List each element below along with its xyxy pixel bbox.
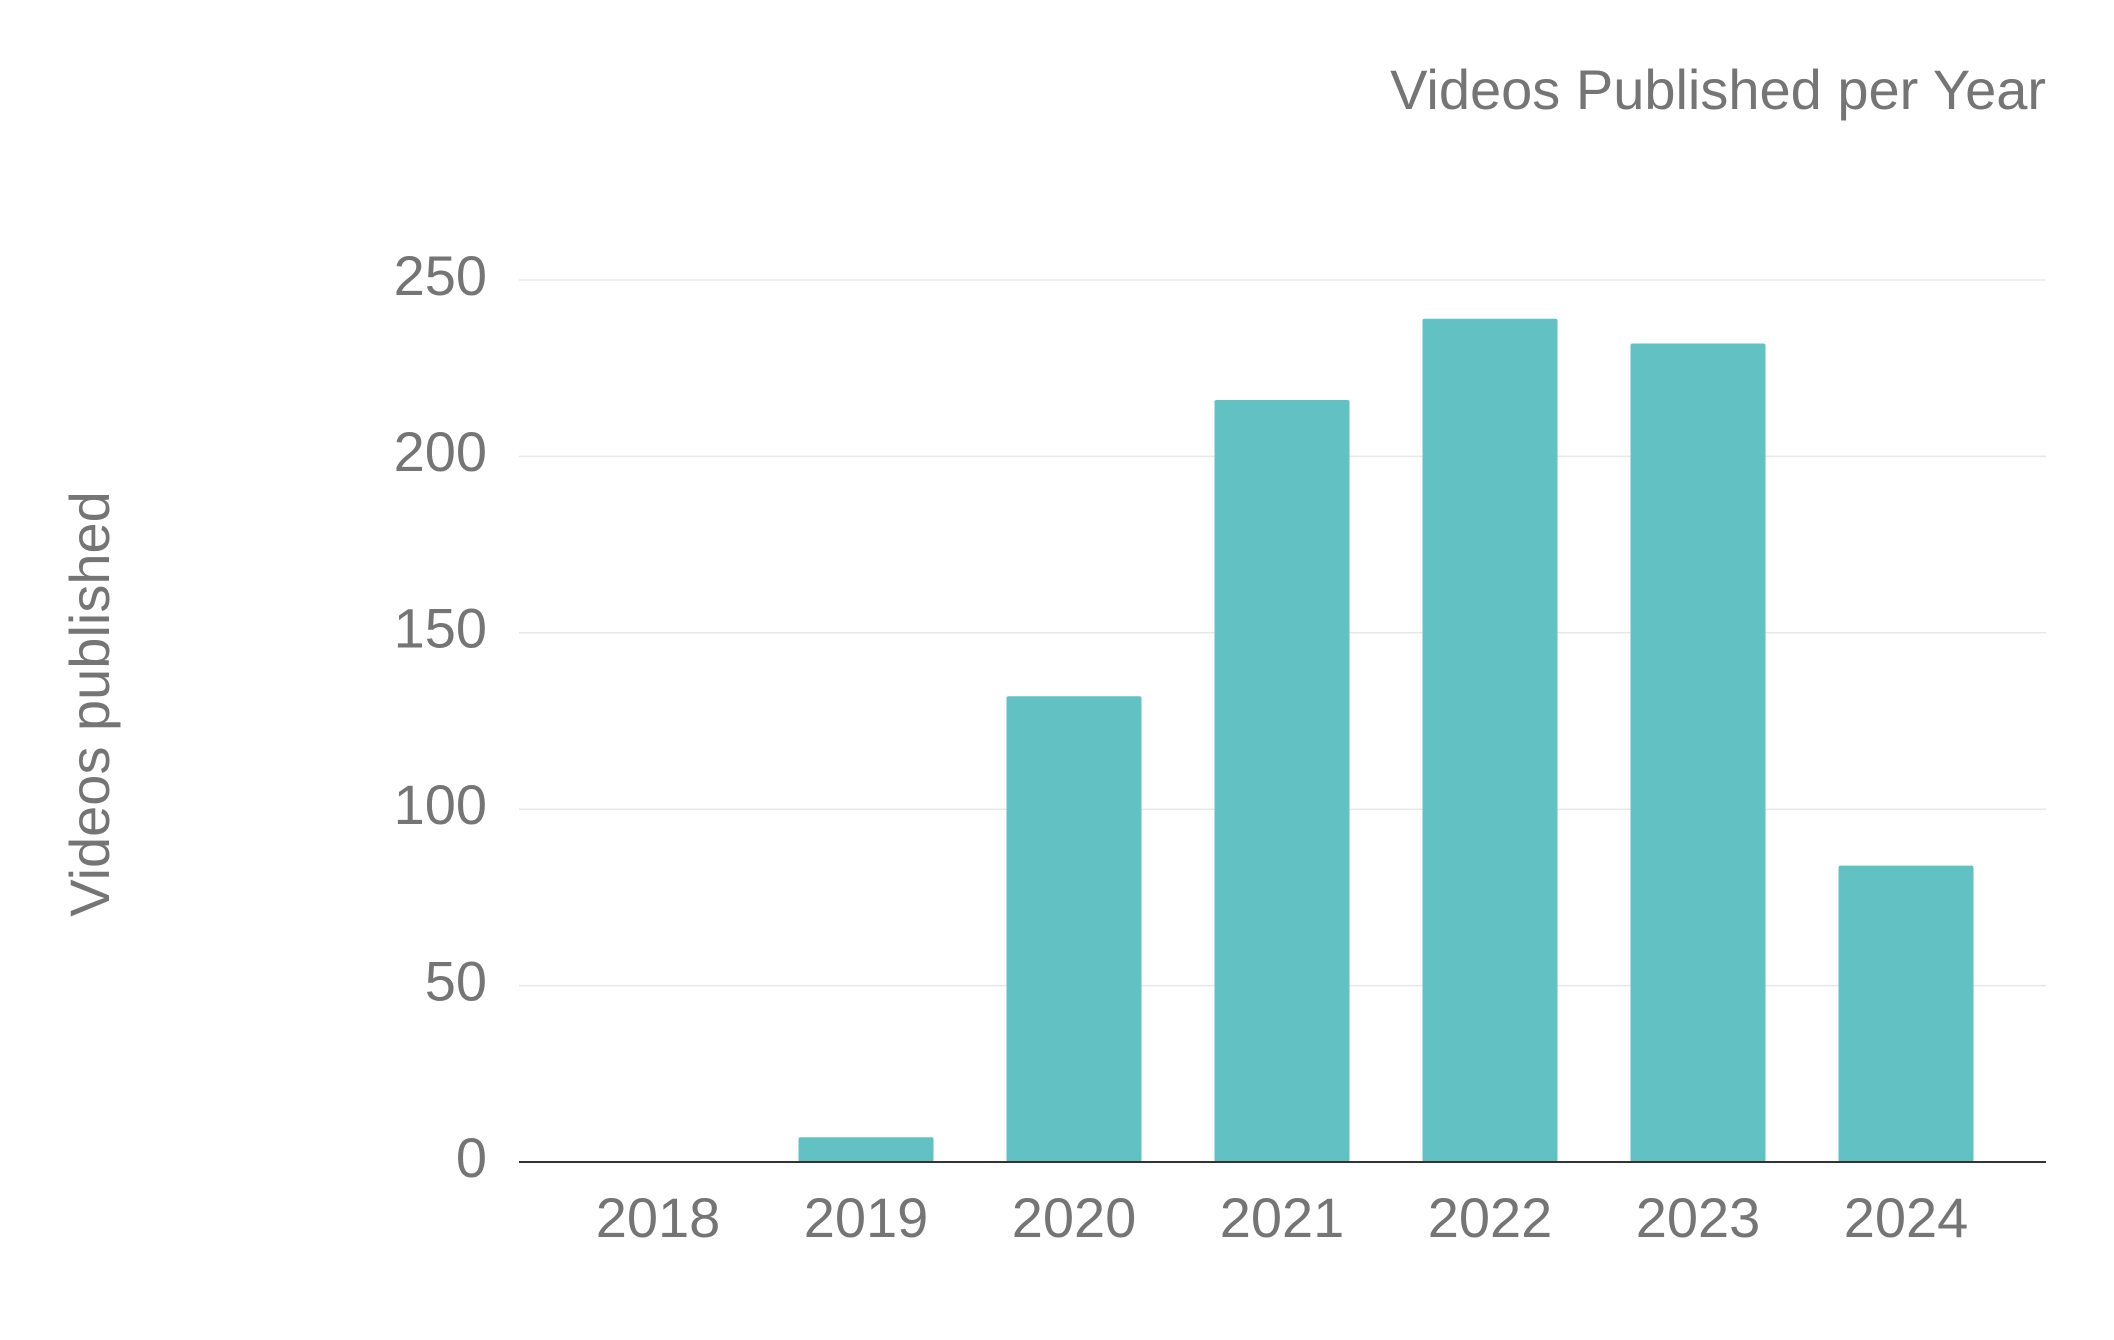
- y-tick-label: 200: [394, 420, 487, 483]
- x-tick-label: 2023: [1636, 1186, 1761, 1249]
- x-tick-label: 2020: [1012, 1186, 1137, 1249]
- x-tick-label: 2021: [1220, 1186, 1345, 1249]
- bar: [798, 1137, 934, 1162]
- y-tick-label: 100: [394, 773, 487, 836]
- bar: [1214, 399, 1350, 1162]
- x-tick-label: 2018: [596, 1186, 721, 1249]
- bar: [1630, 343, 1766, 1162]
- y-tick-label: 250: [394, 244, 487, 307]
- bar: [1422, 318, 1558, 1163]
- x-tick-label: 2024: [1844, 1186, 1969, 1249]
- y-tick-label: 0: [456, 1126, 487, 1189]
- chart-title: Videos Published per Year: [1390, 58, 2046, 121]
- y-axis-label: Videos published: [58, 491, 121, 917]
- y-tick-label: 50: [425, 949, 487, 1012]
- bar: [1006, 696, 1142, 1162]
- y-tick-label: 150: [394, 597, 487, 660]
- x-tick-label: 2019: [804, 1186, 929, 1249]
- bar: [1838, 865, 1974, 1162]
- x-tick-label: 2022: [1428, 1186, 1553, 1249]
